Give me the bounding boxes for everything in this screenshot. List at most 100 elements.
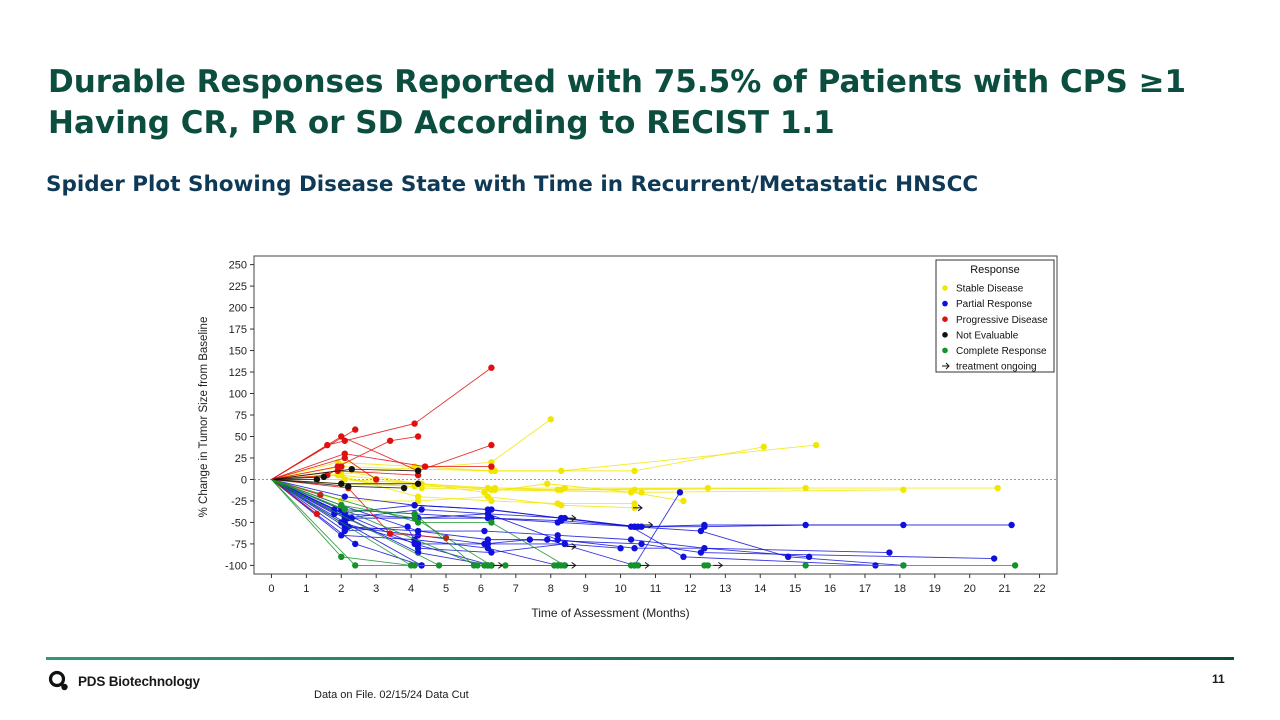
x-tick-label: 8 (548, 583, 554, 595)
series-line (271, 479, 635, 528)
y-tick-label: -50 (231, 517, 247, 529)
x-tick-label: 22 (1033, 583, 1045, 595)
data-point (481, 489, 488, 496)
data-point (676, 489, 684, 496)
data-point (372, 476, 380, 483)
data-point (760, 443, 767, 450)
data-point (414, 433, 422, 440)
data-point (631, 523, 638, 530)
series-38 (271, 473, 328, 481)
legend-marker (942, 285, 948, 291)
data-point (1008, 521, 1015, 529)
arrow-head (498, 562, 504, 569)
series-layer (271, 364, 1019, 569)
data-point (488, 497, 495, 505)
series-48 (271, 479, 638, 569)
data-point (411, 502, 418, 509)
legend-label: Progressive Disease (956, 315, 1048, 326)
x-tick-label: 7 (513, 583, 519, 595)
series-29 (271, 426, 359, 480)
data-point (638, 540, 645, 548)
data-point (484, 510, 492, 518)
data-point (631, 545, 638, 552)
legend-label: Not Evaluable (956, 330, 1019, 341)
data-point (554, 536, 561, 543)
data-point (900, 562, 907, 569)
data-point (484, 484, 492, 492)
legend-entry: Partial Response (942, 299, 1033, 310)
y-tick-label: 75 (235, 410, 247, 422)
data-point (558, 467, 565, 475)
y-tick-label: -100 (225, 560, 247, 572)
data-point (481, 527, 488, 535)
legend-entry: Progressive Disease (942, 315, 1048, 326)
data-point (697, 549, 705, 556)
series-41 (271, 479, 422, 487)
arrow-head (571, 562, 577, 569)
data-point (484, 493, 492, 500)
data-point (994, 484, 1001, 492)
data-point (338, 463, 345, 470)
series-15 (271, 479, 879, 569)
legend-marker (942, 347, 948, 354)
data-point (411, 514, 418, 522)
brand-logo: PDS Biotechnology (48, 670, 200, 692)
ongoing-arrow (566, 514, 577, 522)
data-point (554, 562, 561, 569)
data-point (488, 549, 495, 556)
series-line (271, 436, 419, 480)
data-point (407, 562, 415, 569)
source-note: Data on File. 02/15/24 Data Cut (314, 689, 469, 701)
data-point (812, 441, 820, 449)
data-point (886, 549, 893, 556)
legend-title: Response (970, 264, 1020, 276)
legend: Response Stable Disease Partial Response P… (935, 259, 1055, 373)
x-tick-label: 10 (614, 583, 626, 595)
data-point (345, 483, 352, 490)
data-point (488, 364, 495, 371)
data-point (680, 497, 687, 505)
x-tick-label: 5 (443, 583, 449, 595)
series-line (271, 479, 492, 566)
data-point (338, 480, 345, 487)
x-tick-label: 16 (824, 583, 836, 595)
data-point (341, 493, 348, 500)
data-point (338, 502, 345, 509)
series-line (271, 479, 904, 493)
data-point (414, 480, 422, 487)
data-point (488, 506, 495, 513)
data-point (488, 463, 495, 470)
spider-plot: -100-75-50-25025507510012515017520022525… (198, 255, 1058, 620)
legend-marker (942, 332, 948, 338)
ongoing-arrow (643, 521, 654, 529)
data-point (313, 476, 321, 483)
series-line (271, 479, 876, 566)
data-point (631, 562, 638, 569)
data-point (421, 463, 429, 470)
data-point (638, 489, 645, 496)
data-point (704, 562, 712, 569)
arrow-head (571, 514, 577, 522)
ongoing-arrow (566, 543, 577, 550)
data-point (697, 527, 705, 535)
y-tick-label: 100 (229, 389, 247, 401)
x-tick-label: 18 (894, 583, 906, 595)
slide-title: Durable Responses Reported with 75.5% of… (48, 64, 1187, 141)
ongoing-arrows (493, 504, 724, 569)
x-tick-label: 2 (338, 583, 344, 595)
ongoing-arrow (633, 504, 643, 512)
data-point (320, 473, 328, 481)
data-point (484, 562, 492, 569)
data-point (900, 486, 907, 493)
slide-subtitle: Spider Plot Showing Disease State with T… (46, 172, 979, 197)
series-45 (271, 479, 568, 569)
data-point (386, 530, 394, 537)
data-point (400, 484, 408, 492)
legend-entries: Stable Disease Partial Response Progressiv… (942, 284, 1048, 373)
data-point (414, 497, 422, 505)
data-point (313, 510, 321, 518)
data-point (561, 484, 568, 492)
data-point (348, 465, 355, 473)
data-point (547, 416, 554, 423)
x-tick-label: 3 (373, 583, 379, 595)
